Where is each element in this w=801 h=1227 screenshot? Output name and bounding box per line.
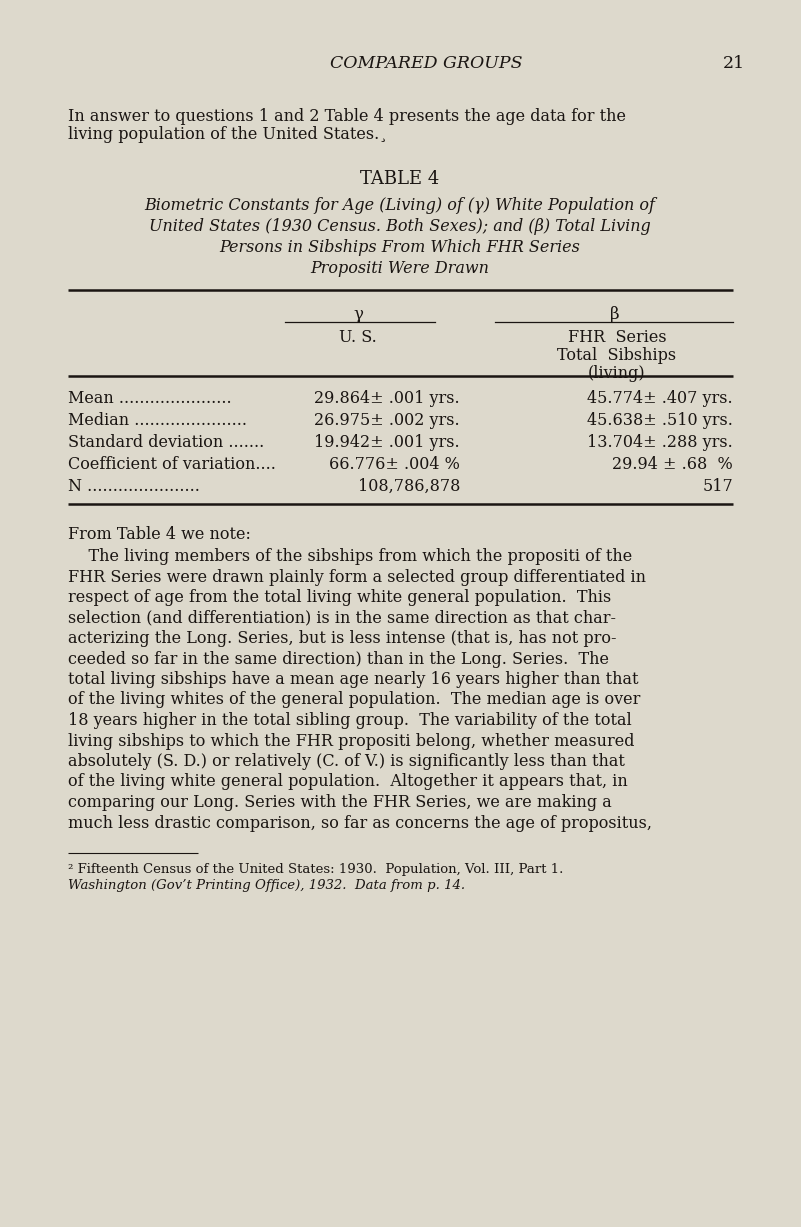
Text: 21: 21: [723, 55, 745, 72]
Text: TABLE 4: TABLE 4: [360, 171, 440, 188]
Text: ceeded so far in the same direction) than in the Long. Series.  The: ceeded so far in the same direction) tha…: [68, 650, 609, 667]
Text: COMPARED GROUPS: COMPARED GROUPS: [330, 55, 522, 72]
Text: of the living whites of the general population.  The median age is over: of the living whites of the general popu…: [68, 692, 640, 708]
Text: selection (and differentiation) is in the same direction as that char-: selection (and differentiation) is in th…: [68, 610, 616, 627]
Text: Coefficient of variation....: Coefficient of variation....: [68, 456, 276, 472]
Text: 26.975± .002 yrs.: 26.975± .002 yrs.: [314, 412, 460, 429]
Text: 29.864± .001 yrs.: 29.864± .001 yrs.: [314, 390, 460, 407]
Text: comparing our Long. Series with the FHR Series, we are making a: comparing our Long. Series with the FHR …: [68, 794, 612, 811]
Text: Mean ......................: Mean ......................: [68, 390, 231, 407]
Text: Propositi Were Drawn: Propositi Were Drawn: [311, 260, 489, 277]
Text: ² Fifteenth Census of the United States: 1930.  Population, Vol. III, Part 1.: ² Fifteenth Census of the United States:…: [68, 863, 563, 876]
Text: 19.942± .001 yrs.: 19.942± .001 yrs.: [314, 434, 460, 452]
Text: 29.94 ± .68  %: 29.94 ± .68 %: [612, 456, 733, 472]
Text: N ......................: N ......................: [68, 479, 200, 494]
Text: 45.774± .407 yrs.: 45.774± .407 yrs.: [587, 390, 733, 407]
Text: Total  Sibships: Total Sibships: [557, 347, 677, 364]
Text: of the living white general population.  Altogether it appears that, in: of the living white general population. …: [68, 773, 628, 790]
Text: living population of the United States.¸: living population of the United States.¸: [68, 126, 388, 144]
Text: From Table 4 we note:: From Table 4 we note:: [68, 526, 251, 544]
Text: 13.704± .288 yrs.: 13.704± .288 yrs.: [587, 434, 733, 452]
Text: FHR  Series: FHR Series: [568, 329, 666, 346]
Text: 18 years higher in the total sibling group.  The variability of the total: 18 years higher in the total sibling gro…: [68, 712, 632, 729]
Text: In answer to questions 1 and 2 Table 4 presents the age data for the: In answer to questions 1 and 2 Table 4 p…: [68, 108, 626, 125]
Text: Biometric Constants for Age (Living) of (γ) White Population of: Biometric Constants for Age (Living) of …: [144, 198, 655, 213]
Text: 45.638± .510 yrs.: 45.638± .510 yrs.: [587, 412, 733, 429]
Text: total living sibships have a mean age nearly 16 years higher than that: total living sibships have a mean age ne…: [68, 671, 638, 688]
Text: (living): (living): [588, 364, 646, 382]
Text: Median ......................: Median ......................: [68, 412, 247, 429]
Text: γ: γ: [353, 306, 363, 323]
Text: United States (1930 Census. Both Sexes); and (β) Total Living: United States (1930 Census. Both Sexes);…: [149, 218, 651, 236]
Text: 66.776± .004 %: 66.776± .004 %: [329, 456, 460, 472]
Text: Standard deviation .......: Standard deviation .......: [68, 434, 264, 452]
Text: acterizing the Long. Series, but is less intense (that is, has not pro-: acterizing the Long. Series, but is less…: [68, 629, 617, 647]
Text: 108,786,878: 108,786,878: [357, 479, 460, 494]
Text: U. S.: U. S.: [339, 329, 377, 346]
Text: The living members of the sibships from which the propositi of the: The living members of the sibships from …: [68, 548, 632, 564]
Text: living sibships to which the FHR propositi belong, whether measured: living sibships to which the FHR proposi…: [68, 733, 634, 750]
Text: respect of age from the total living white general population.  This: respect of age from the total living whi…: [68, 589, 611, 606]
Text: absolutely (S. D.) or relatively (C. of V.) is significantly less than that: absolutely (S. D.) or relatively (C. of …: [68, 753, 625, 771]
Text: much less drastic comparison, so far as concerns the age of propositus,: much less drastic comparison, so far as …: [68, 815, 652, 832]
Text: Washington (Gov’t Printing Office), 1932.  Data from p. 14.: Washington (Gov’t Printing Office), 1932…: [68, 879, 465, 892]
Text: Persons in Sibships From Which FHR Series: Persons in Sibships From Which FHR Serie…: [219, 239, 581, 256]
Text: 517: 517: [702, 479, 733, 494]
Text: FHR Series were drawn plainly form a selected group differentiated in: FHR Series were drawn plainly form a sel…: [68, 568, 646, 585]
Text: β: β: [610, 306, 620, 323]
